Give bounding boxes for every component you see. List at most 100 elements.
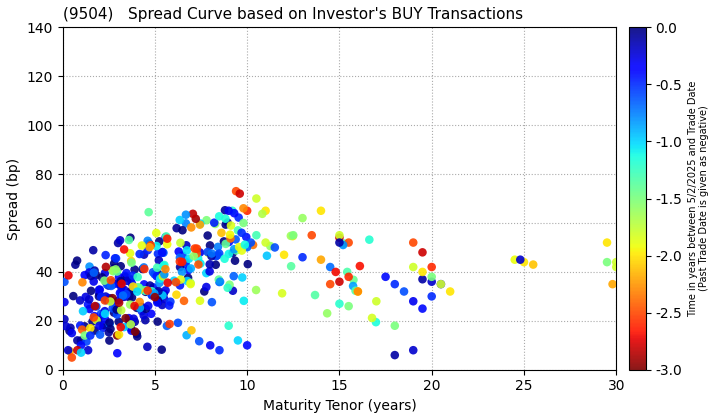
Point [206,250,217,257]
Point [157,249,168,255]
Point [157,292,168,299]
Point [107,279,118,286]
Point [223,323,235,329]
Point [126,327,138,334]
Point [107,305,118,312]
Point [115,324,127,331]
Point [176,259,188,265]
Point [103,329,114,336]
Point [227,207,238,214]
Point [153,280,165,286]
Point [97,312,109,319]
Point [128,315,140,322]
Point [87,247,99,254]
Point [171,225,182,231]
Point [297,254,308,260]
Point [94,286,106,293]
Point [194,221,206,228]
Point [85,288,96,294]
Point [63,347,74,354]
Point [202,249,213,255]
Point [126,259,138,266]
Point [177,252,189,259]
Point [213,276,225,283]
Point [132,288,143,295]
Point [79,332,91,339]
Point [389,352,400,358]
Point [98,322,109,328]
Point [163,302,175,309]
Point [239,241,251,248]
Point [115,284,127,290]
Point [338,240,350,247]
Point [170,279,181,286]
Point [127,283,139,290]
Point [143,240,155,247]
Point [161,233,172,240]
Point [330,268,341,275]
Point [176,268,188,275]
Point [276,290,288,297]
Point [306,232,318,239]
Point [125,234,136,241]
Point [435,281,446,288]
Point [136,304,148,310]
Point [223,251,235,257]
Point [85,273,96,279]
Point [140,287,151,294]
Point [218,238,230,245]
Point [203,250,215,257]
Point [125,321,137,328]
Point [113,297,125,304]
Point [193,261,204,268]
Point [256,210,268,217]
Text: (9504)   Spread Curve based on Investor's BUY Transactions: (9504) Spread Curve based on Investor's … [63,7,523,22]
Point [125,276,137,283]
Point [124,319,135,326]
Point [89,327,100,334]
Point [338,241,349,248]
Point [417,249,428,256]
Point [214,347,225,354]
Point [228,210,240,217]
Point [112,307,124,313]
Point [88,314,99,321]
Point [76,342,87,349]
Point [59,278,71,285]
Point [110,266,122,273]
Point [134,299,145,305]
Point [183,267,194,273]
Point [222,219,233,226]
Point [132,284,144,291]
Point [174,258,186,265]
Point [185,280,197,286]
Point [210,220,221,227]
Point [77,308,89,315]
Point [366,315,378,321]
Point [121,270,132,276]
Point [161,241,173,248]
Point [186,224,197,231]
Point [81,338,92,345]
Point [408,347,419,354]
Point [86,318,98,325]
Point [225,231,236,238]
Point [115,278,127,284]
Point [192,255,204,262]
Point [180,258,192,265]
Point [120,273,131,279]
Point [240,234,252,240]
Point [130,328,141,335]
Point [145,291,157,297]
Point [119,293,130,299]
Point [325,281,336,288]
Point [113,299,125,306]
Point [175,239,186,246]
Point [220,221,231,228]
Point [104,320,115,327]
Point [66,330,78,336]
Point [245,239,256,246]
Point [233,214,244,221]
Point [601,259,613,265]
Point [220,241,232,247]
